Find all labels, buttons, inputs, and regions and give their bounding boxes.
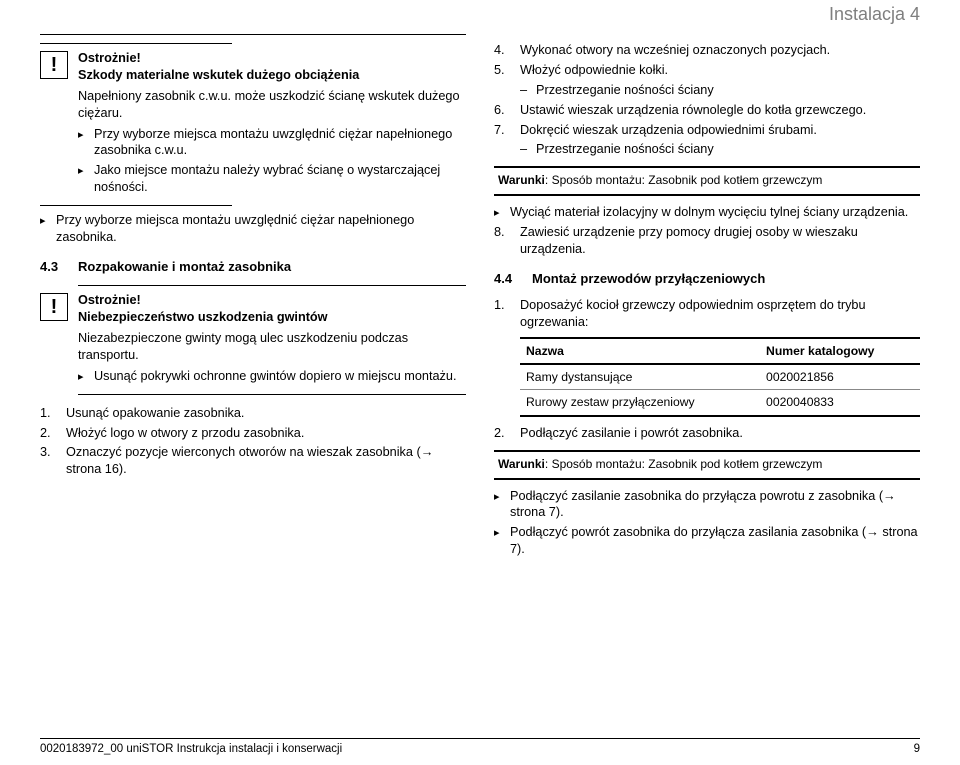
- step-4: 4. Wykonać otwory na wcześniej oznaczony…: [494, 42, 920, 59]
- step-1: 1. Usunąć opakowanie zasobnika.: [40, 405, 466, 422]
- right-column: 4. Wykonać otwory na wcześniej oznaczony…: [494, 8, 920, 561]
- step-3: 3. Oznaczyć pozycje wierconych otworów n…: [40, 444, 466, 478]
- triangle-icon: [494, 524, 510, 558]
- page-footer: 0020183972_00 uniSTOR Instrukcja instala…: [40, 738, 920, 755]
- s44-step-2: 2. Podłączyć zasilanie i powrót zasobnik…: [494, 425, 920, 442]
- triangle-icon: [494, 204, 510, 221]
- table-header-catalog: Numer katalogowy: [760, 338, 920, 364]
- right-bullet-2: Podłączyć zasilanie zasobnika do przyłąc…: [494, 488, 920, 522]
- warning-icon: !: [40, 293, 68, 321]
- warning-icon: !: [40, 51, 68, 79]
- left-column: ! Ostrożnie! Szkody materialne wskutek d…: [40, 8, 466, 561]
- right-bullet-1: Wyciąć materiał izolacyjny w dolnym wyci…: [494, 204, 920, 221]
- conditions-box-1: Warunki: Sposób montażu: Zasobnik pod ko…: [494, 166, 920, 196]
- triangle-icon: [494, 488, 510, 522]
- table-row: Ramy dystansujące 0020021856: [520, 364, 920, 390]
- warn1-subtitle: Szkody materialne wskutek dużego obciąże…: [78, 67, 466, 84]
- warn2-text: Niezabezpieczone gwinty mogą ulec uszkod…: [78, 330, 466, 364]
- footer-page-number: 9: [914, 743, 920, 755]
- triangle-icon: [78, 368, 94, 385]
- step-7-dash: – Przestrzeganie nośności ściany: [494, 141, 920, 158]
- step-7: 7. Dokręcić wieszak urządzenia odpowiedn…: [494, 122, 920, 139]
- step-2: 2. Włożyć logo w otwory z przodu zasobni…: [40, 425, 466, 442]
- conditions-box-2: Warunki: Sposób montażu: Zasobnik pod ko…: [494, 450, 920, 480]
- step-5-dash: – Przestrzeganie nośności ściany: [494, 82, 920, 99]
- parts-table: Nazwa Numer katalogowy Ramy dystansujące…: [520, 337, 920, 417]
- step-8: 8. Zawiesić urządzenie przy pomocy drugi…: [494, 224, 920, 258]
- warning-box-1: ! Ostrożnie! Szkody materialne wskutek d…: [40, 50, 466, 199]
- step-6: 6. Ustawić wieszak urządzenia równolegle…: [494, 102, 920, 119]
- table-header-name: Nazwa: [520, 338, 760, 364]
- warn1-bullet1: Przy wyborze miejsca montażu uwzględnić …: [78, 126, 466, 160]
- triangle-icon: [78, 162, 94, 196]
- warn1-title: Ostrożnie!: [78, 50, 466, 67]
- triangle-icon: [78, 126, 94, 160]
- warn1-bullet2: Jako miejsce montażu należy wybrać ścian…: [78, 162, 466, 196]
- section-4-4-heading: 4.4 Montaż przewodów przyłączeniowych: [494, 270, 920, 287]
- section-4-3-heading: 4.3 Rozpakowanie i montaż zasobnika: [40, 258, 466, 275]
- right-bullet-3: Podłączyć powrót zasobnika do przyłącza …: [494, 524, 920, 558]
- warn1-text: Napełniony zasobnik c.w.u. może uszkodzi…: [78, 88, 466, 122]
- warn2-subtitle: Niebezpieczeństwo uszkodzenia gwintów: [78, 309, 466, 326]
- footer-doc-id: 0020183972_00 uniSTOR Instrukcja instala…: [40, 743, 342, 755]
- chapter-header: Instalacja 4: [829, 4, 920, 25]
- warn2-title: Ostrożnie!: [78, 292, 466, 309]
- table-row: Rurowy zestaw przyłączeniowy 0020040833: [520, 390, 920, 416]
- triangle-icon: [40, 212, 56, 246]
- s44-step-1: 1. Doposażyć kocioł grzewczy odpowiednim…: [494, 297, 920, 331]
- step-5: 5. Włożyć odpowiednie kołki.: [494, 62, 920, 79]
- left-bullet: Przy wyborze miejsca montażu uwzględnić …: [40, 212, 466, 246]
- warn2-bullet1: Usunąć pokrywki ochronne gwintów dopiero…: [78, 368, 466, 385]
- warning-box-2: ! Ostrożnie! Niebezpieczeństwo uszkodzen…: [40, 292, 466, 387]
